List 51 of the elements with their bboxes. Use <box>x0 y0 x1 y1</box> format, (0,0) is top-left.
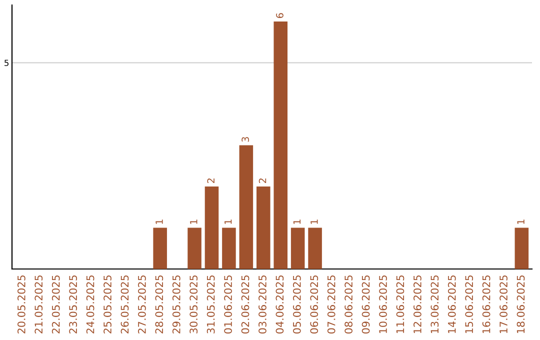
x-tick-label: 07.06.2025 <box>327 275 336 334</box>
bar <box>308 228 322 269</box>
x-tick-label: 31.05.2025 <box>206 275 215 334</box>
x-tick-label: 22.05.2025 <box>52 275 60 334</box>
x-tick-label: 01.06.2025 <box>224 275 232 334</box>
bar <box>222 228 236 269</box>
data-label: 1 <box>156 220 163 224</box>
x-tick-label: 17.06.2025 <box>500 275 508 334</box>
x-tick-label: 28.05.2025 <box>155 275 164 334</box>
data-label: 3 <box>242 137 249 142</box>
data-label: 2 <box>207 178 214 184</box>
data-label: 1 <box>310 220 318 224</box>
x-tick-label: 08.06.2025 <box>344 275 353 334</box>
x-tick-label: 26.05.2025 <box>120 275 129 334</box>
x-tick-label: 03.06.2025 <box>258 275 266 334</box>
bar <box>188 228 202 269</box>
y-tick-label: 5 <box>4 60 8 66</box>
x-tick-label: 29.05.2025 <box>172 275 180 334</box>
x-tick-label: 27.05.2025 <box>138 275 146 334</box>
bar <box>274 22 288 269</box>
x-tick-label: 09.06.2025 <box>362 275 370 334</box>
bar <box>153 228 167 269</box>
x-tick-label: 04.06.2025 <box>276 275 284 334</box>
x-tick-label: 15.06.2025 <box>465 275 474 334</box>
data-label: 6 <box>276 13 284 18</box>
x-tick-label: 12.06.2025 <box>414 275 422 334</box>
bar <box>514 228 529 269</box>
data-label: 1 <box>224 220 232 224</box>
bar <box>239 145 254 269</box>
bar <box>290 228 305 269</box>
x-tick-label: 11.06.2025 <box>396 275 404 334</box>
x-tick-label: 18.06.2025 <box>516 275 525 334</box>
bar <box>204 186 219 269</box>
x-tick-label: 23.05.2025 <box>69 275 78 334</box>
x-tick-label: 30.05.2025 <box>190 275 198 334</box>
bar <box>256 186 270 269</box>
x-tick-label: 25.05.2025 <box>104 275 112 334</box>
x-tick-label: 20.05.2025 <box>17 275 26 334</box>
x-tick-label: 06.06.2025 <box>310 275 318 334</box>
x-tick-label: 05.06.2025 <box>292 275 301 334</box>
x-tick-label: 16.06.2025 <box>482 275 490 334</box>
data-label: 1 <box>190 220 198 224</box>
data-label: 1 <box>517 220 524 224</box>
data-label: 2 <box>258 178 266 184</box>
x-tick-label: 24.05.2025 <box>86 275 94 334</box>
data-label: 1 <box>293 220 301 224</box>
x-tick-label: 21.05.2025 <box>34 275 43 334</box>
x-tick-label: 10.06.2025 <box>379 275 387 334</box>
x-tick-label: 13.06.2025 <box>430 275 439 334</box>
x-tick-label: 14.06.2025 <box>448 275 456 334</box>
x-tick-label: 02.06.2025 <box>241 275 250 334</box>
